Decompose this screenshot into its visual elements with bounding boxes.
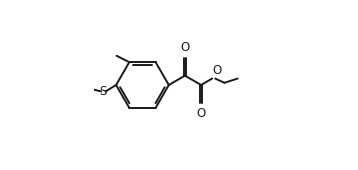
Text: O: O <box>180 41 190 54</box>
Text: O: O <box>197 107 206 120</box>
Text: S: S <box>100 85 107 98</box>
Text: O: O <box>213 64 222 77</box>
